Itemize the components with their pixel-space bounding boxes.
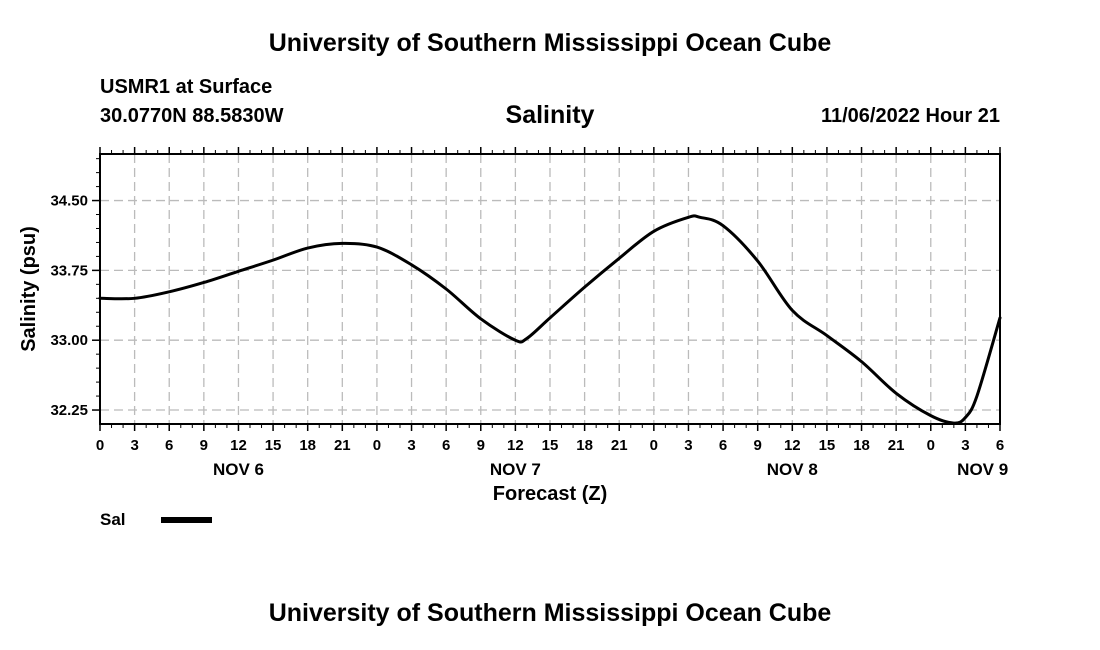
y-tick-label: 34.50: [50, 193, 88, 210]
grid-lines: [100, 154, 1000, 424]
x-tick-label: 15: [542, 437, 559, 454]
y-tick-label: 33.00: [50, 332, 88, 349]
x-tick-label: 12: [230, 437, 247, 454]
x-tick-labels: 0 3 6 9 12 15 18 21 0 3 6 9 12 15 18 21 0 3 6 9 12 15 18 21 0 3 6: [96, 437, 1004, 454]
footer-title: University of Southern Mississippi Ocean…: [268, 599, 832, 627]
y-axis-title: Salinity (psu): [18, 226, 40, 352]
station-coordinates: 30.0770N 88.5830W: [100, 105, 284, 127]
x-axis-title: Forecast (Z): [493, 483, 607, 505]
x-tick-label: 0: [96, 437, 104, 454]
x-tick-label: 0: [650, 437, 658, 454]
date-labels: NOV 6 NOV 7 NOV 8 NOV 9: [213, 460, 1008, 479]
date-label: NOV 9: [957, 460, 1008, 479]
x-tick-label: 3: [961, 437, 969, 454]
x-tick-label: 6: [996, 437, 1004, 454]
legend-line-swatch: [161, 517, 212, 523]
chart-title: University of Southern Mississippi Ocean…: [268, 29, 832, 57]
x-tick-label: 3: [407, 437, 415, 454]
y-tick-label: 33.75: [50, 262, 88, 279]
date-label: NOV 7: [490, 460, 541, 479]
x-tick-label: 9: [477, 437, 485, 454]
forecast-datetime: 11/06/2022 Hour 21: [820, 105, 1000, 127]
x-tick-label: 12: [507, 437, 524, 454]
date-label: NOV 6: [213, 460, 264, 479]
x-tick-label: 21: [334, 437, 351, 454]
station-label: USMR1 at Surface: [100, 76, 273, 98]
axis-ticks: [92, 147, 1001, 431]
x-tick-label: 3: [684, 437, 692, 454]
x-tick-label: 6: [165, 437, 173, 454]
y-tick-label: 32.25: [50, 402, 88, 419]
x-tick-label: 18: [853, 437, 870, 454]
x-tick-label: 3: [130, 437, 138, 454]
x-tick-label: 9: [754, 437, 762, 454]
plot-frame: [99, 153, 1001, 425]
x-tick-label: 6: [719, 437, 727, 454]
x-tick-label: 12: [784, 437, 801, 454]
legend-label: Sal: [100, 510, 126, 529]
x-tick-label: 18: [576, 437, 593, 454]
x-tick-label: 0: [373, 437, 381, 454]
x-tick-label: 15: [819, 437, 836, 454]
x-tick-label: 0: [927, 437, 935, 454]
x-tick-label: 21: [888, 437, 905, 454]
x-tick-label: 18: [299, 437, 316, 454]
x-tick-label: 9: [200, 437, 208, 454]
salinity-series-line: [98, 214, 1002, 425]
date-label: NOV 8: [767, 460, 818, 479]
x-tick-label: 21: [611, 437, 628, 454]
x-tick-label: 6: [442, 437, 450, 454]
x-tick-label: 15: [265, 437, 282, 454]
y-tick-labels: 32.25 33.00 33.75 34.50: [50, 193, 88, 419]
parameter-title: Salinity: [505, 101, 595, 129]
